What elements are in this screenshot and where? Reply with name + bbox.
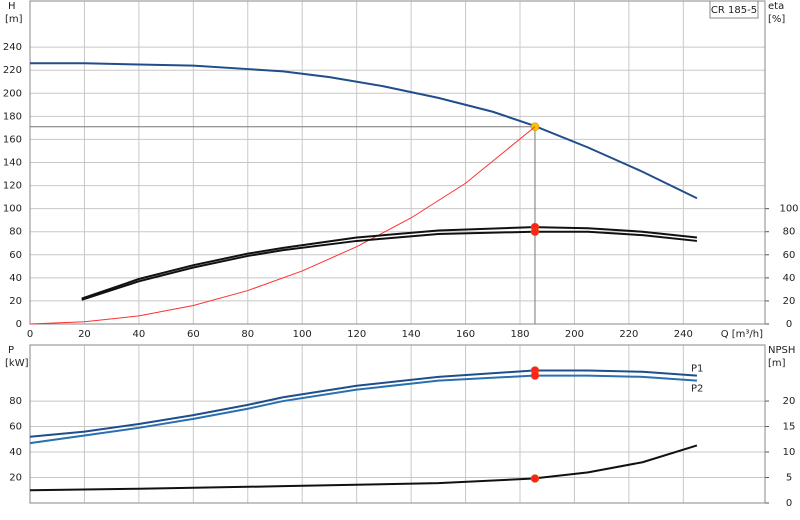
x-tick-label: 240: [674, 329, 693, 340]
y-tick-label: 0: [16, 319, 22, 330]
x-axis-label: Q [m³/h]: [721, 329, 763, 340]
model-label: CR 185-5: [711, 5, 757, 16]
y2-tick-label: 20: [783, 396, 796, 407]
y-tick-label: 60: [9, 422, 22, 433]
x-tick-label: 160: [456, 329, 475, 340]
curve: [29, 126, 536, 325]
y-axis-unit: [m]: [5, 14, 23, 25]
x-tick-label: 120: [347, 329, 366, 340]
x-tick-label: 80: [241, 329, 254, 340]
y-tick-label: 20: [9, 296, 22, 307]
y2-axis-label: NPSH: [768, 345, 795, 356]
x-tick-label: 220: [619, 329, 638, 340]
x-tick-label: 140: [402, 329, 421, 340]
plot-frame: [29, 344, 766, 504]
plot-frame: [29, 0, 766, 325]
x-tick-label: 60: [187, 329, 200, 340]
curve: [29, 374, 698, 445]
curve: [29, 369, 698, 438]
curve: [30, 62, 698, 200]
y-tick-label: 40: [9, 273, 22, 284]
curve: [81, 230, 698, 301]
y2-tick-label: 80: [783, 227, 796, 238]
y2-tick-label: 15: [783, 422, 796, 433]
x-tick-label: 100: [293, 329, 312, 340]
y-tick-label: 80: [9, 227, 22, 238]
series-label: P1: [691, 364, 703, 375]
series-label: P2: [691, 384, 703, 395]
duty-point: [530, 371, 540, 380]
y-tick-label: 240: [3, 42, 22, 53]
y2-tick-label: 5: [786, 473, 792, 484]
y-axis-label: H: [8, 1, 16, 12]
y-axis-label: P: [8, 345, 14, 356]
y2-axis-unit: [%]: [768, 14, 785, 25]
y2-tick-label: 0: [786, 319, 792, 330]
y-tick-label: 100: [3, 204, 22, 215]
curve: [29, 444, 698, 492]
x-tick-label: 40: [133, 329, 146, 340]
y-axis-unit: [kW]: [5, 358, 29, 369]
y-tick-label: 80: [9, 396, 22, 407]
y-tick-label: 40: [9, 447, 22, 458]
y2-tick-label: 0: [786, 498, 792, 509]
y2-tick-label: 10: [783, 447, 796, 458]
y2-axis-unit: [m]: [768, 358, 786, 369]
y-tick-label: 120: [3, 181, 22, 192]
model-box: [709, 0, 759, 19]
x-tick-label: 20: [78, 329, 91, 340]
y-tick-label: 220: [3, 65, 22, 76]
y2-axis-label: eta: [768, 1, 784, 12]
y-tick-label: 60: [9, 250, 22, 261]
y-tick-label: 140: [3, 158, 22, 169]
y2-tick-label: 60: [783, 250, 796, 261]
x-tick-label: 0: [27, 329, 33, 340]
duty-point: [530, 474, 540, 483]
y2-tick-label: 20: [783, 296, 796, 307]
x-tick-label: 200: [565, 329, 584, 340]
y-tick-label: 200: [3, 88, 22, 99]
y-tick-label: 20: [9, 473, 22, 484]
y2-tick-label: 40: [783, 273, 796, 284]
y-tick-label: 160: [3, 134, 22, 145]
y-tick-label: 180: [3, 111, 22, 122]
duty-point: [530, 227, 540, 236]
x-tick-label: 180: [510, 329, 529, 340]
y2-tick-label: 100: [779, 204, 798, 215]
curve: [81, 226, 698, 300]
